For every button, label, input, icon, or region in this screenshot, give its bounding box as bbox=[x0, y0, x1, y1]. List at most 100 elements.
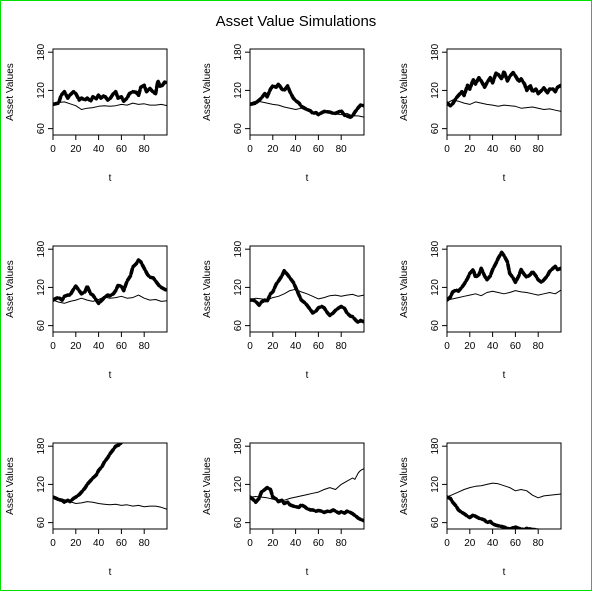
y-tick-label: 60 bbox=[430, 123, 441, 135]
y-axis-label: Asset Values bbox=[202, 63, 213, 121]
y-axis-label: Asset Values bbox=[5, 63, 16, 121]
y-tick-label: 120 bbox=[430, 476, 441, 493]
plot-frame bbox=[446, 48, 562, 136]
series-line-thin bbox=[447, 289, 561, 301]
x-tick-label: 40 bbox=[93, 538, 105, 549]
x-tick-label: 80 bbox=[139, 144, 151, 155]
y-tick-label: 180 bbox=[233, 43, 244, 60]
y-axis-label: Asset Values bbox=[399, 457, 410, 515]
x-tick-label: 80 bbox=[533, 341, 545, 352]
y-axis-label: Asset Values bbox=[5, 457, 16, 515]
y-tick-label: 180 bbox=[36, 437, 47, 454]
x-axis-label: t bbox=[306, 567, 309, 578]
plot-frame bbox=[249, 48, 365, 136]
x-tick-label: 80 bbox=[533, 538, 545, 549]
panels-group: 0 20 40 60 80 60 120 180 t Asset Values 0 20 40 60 80 6… bbox=[5, 43, 562, 578]
panel-8: 0 20 40 60 80 60 120 180 t Asset Values bbox=[202, 437, 365, 578]
series-line-thin bbox=[250, 100, 364, 118]
x-tick-label: 40 bbox=[93, 341, 105, 352]
x-axis-label: t bbox=[306, 370, 309, 381]
x-tick-label: 60 bbox=[116, 144, 128, 155]
x-tick-label: 80 bbox=[336, 538, 348, 549]
x-tick-label: 60 bbox=[510, 341, 522, 352]
plot-frame bbox=[52, 245, 168, 333]
x-tick-label: 40 bbox=[93, 144, 105, 155]
plot-frame bbox=[52, 442, 168, 530]
chart-title: Asset Value Simulations bbox=[216, 13, 377, 30]
y-axis-label: Asset Values bbox=[399, 260, 410, 318]
plot-frame bbox=[249, 442, 365, 530]
x-axis-label: t bbox=[109, 370, 112, 381]
series-line-thick bbox=[250, 485, 364, 523]
panel-5: 0 20 40 60 80 60 120 180 t Asset Values bbox=[202, 240, 365, 381]
series-group bbox=[53, 443, 167, 510]
y-tick-label: 180 bbox=[36, 43, 47, 60]
y-tick-label: 60 bbox=[36, 123, 47, 135]
x-tick-label: 20 bbox=[267, 341, 279, 352]
y-axis-label: Asset Values bbox=[399, 63, 410, 121]
panel-7: 0 20 40 60 80 60 120 180 t Asset Values bbox=[5, 437, 168, 578]
y-tick-label: 120 bbox=[233, 476, 244, 493]
x-tick-label: 80 bbox=[139, 341, 151, 352]
x-tick-label: 60 bbox=[510, 144, 522, 155]
plot-frame bbox=[249, 245, 365, 333]
series-line-thin bbox=[53, 294, 167, 304]
plot-frame bbox=[52, 48, 168, 136]
series-line-thin bbox=[53, 496, 167, 510]
y-tick-label: 180 bbox=[36, 240, 47, 257]
y-tick-label: 120 bbox=[36, 279, 47, 296]
panel-4: 0 20 40 60 80 60 120 180 t Asset Values bbox=[5, 240, 168, 381]
x-tick-label: 80 bbox=[533, 144, 545, 155]
y-tick-label: 120 bbox=[430, 279, 441, 296]
series-group bbox=[53, 258, 167, 306]
y-axis-label: Asset Values bbox=[202, 457, 213, 515]
x-axis-label: t bbox=[109, 173, 112, 184]
x-tick-label: 0 bbox=[444, 538, 450, 549]
y-tick-label: 120 bbox=[430, 82, 441, 99]
series-line-thin bbox=[447, 99, 561, 112]
y-tick-label: 180 bbox=[430, 437, 441, 454]
x-axis-label: t bbox=[503, 173, 506, 184]
y-tick-label: 60 bbox=[36, 320, 47, 332]
panel-1: 0 20 40 60 80 60 120 180 t Asset Values bbox=[5, 43, 168, 184]
y-tick-label: 180 bbox=[233, 437, 244, 454]
x-tick-label: 0 bbox=[50, 144, 56, 155]
x-tick-label: 40 bbox=[487, 144, 499, 155]
panel-2: 0 20 40 60 80 60 120 180 t Asset Values bbox=[202, 43, 365, 184]
x-tick-label: 20 bbox=[70, 538, 82, 549]
y-tick-label: 120 bbox=[36, 82, 47, 99]
series-group bbox=[447, 482, 561, 529]
x-tick-label: 0 bbox=[444, 341, 450, 352]
y-tick-label: 60 bbox=[233, 123, 244, 135]
series-line-thick bbox=[53, 258, 167, 306]
series-group bbox=[250, 269, 364, 325]
series-line-thin bbox=[53, 101, 167, 110]
x-tick-label: 60 bbox=[313, 538, 325, 549]
y-tick-label: 60 bbox=[430, 517, 441, 529]
series-line-thick bbox=[53, 443, 124, 504]
x-tick-label: 20 bbox=[267, 144, 279, 155]
x-tick-label: 80 bbox=[336, 341, 348, 352]
x-tick-label: 80 bbox=[336, 144, 348, 155]
panel-6: 0 20 40 60 80 60 120 180 t Asset Values bbox=[399, 240, 562, 381]
series-group bbox=[447, 69, 561, 112]
x-axis-label: t bbox=[306, 173, 309, 184]
x-tick-label: 60 bbox=[313, 144, 325, 155]
x-tick-label: 60 bbox=[116, 538, 128, 549]
series-line-thin bbox=[250, 288, 364, 301]
y-tick-label: 180 bbox=[430, 240, 441, 257]
x-tick-label: 40 bbox=[290, 341, 302, 352]
y-tick-label: 60 bbox=[430, 320, 441, 332]
x-tick-label: 40 bbox=[487, 538, 499, 549]
x-axis-label: t bbox=[503, 567, 506, 578]
x-tick-label: 20 bbox=[70, 144, 82, 155]
x-tick-label: 0 bbox=[247, 538, 253, 549]
series-group bbox=[250, 468, 364, 523]
y-tick-label: 120 bbox=[233, 279, 244, 296]
series-group bbox=[447, 250, 561, 302]
y-tick-label: 60 bbox=[233, 517, 244, 529]
y-tick-label: 120 bbox=[233, 82, 244, 99]
y-tick-label: 60 bbox=[36, 517, 47, 529]
x-tick-label: 60 bbox=[313, 341, 325, 352]
